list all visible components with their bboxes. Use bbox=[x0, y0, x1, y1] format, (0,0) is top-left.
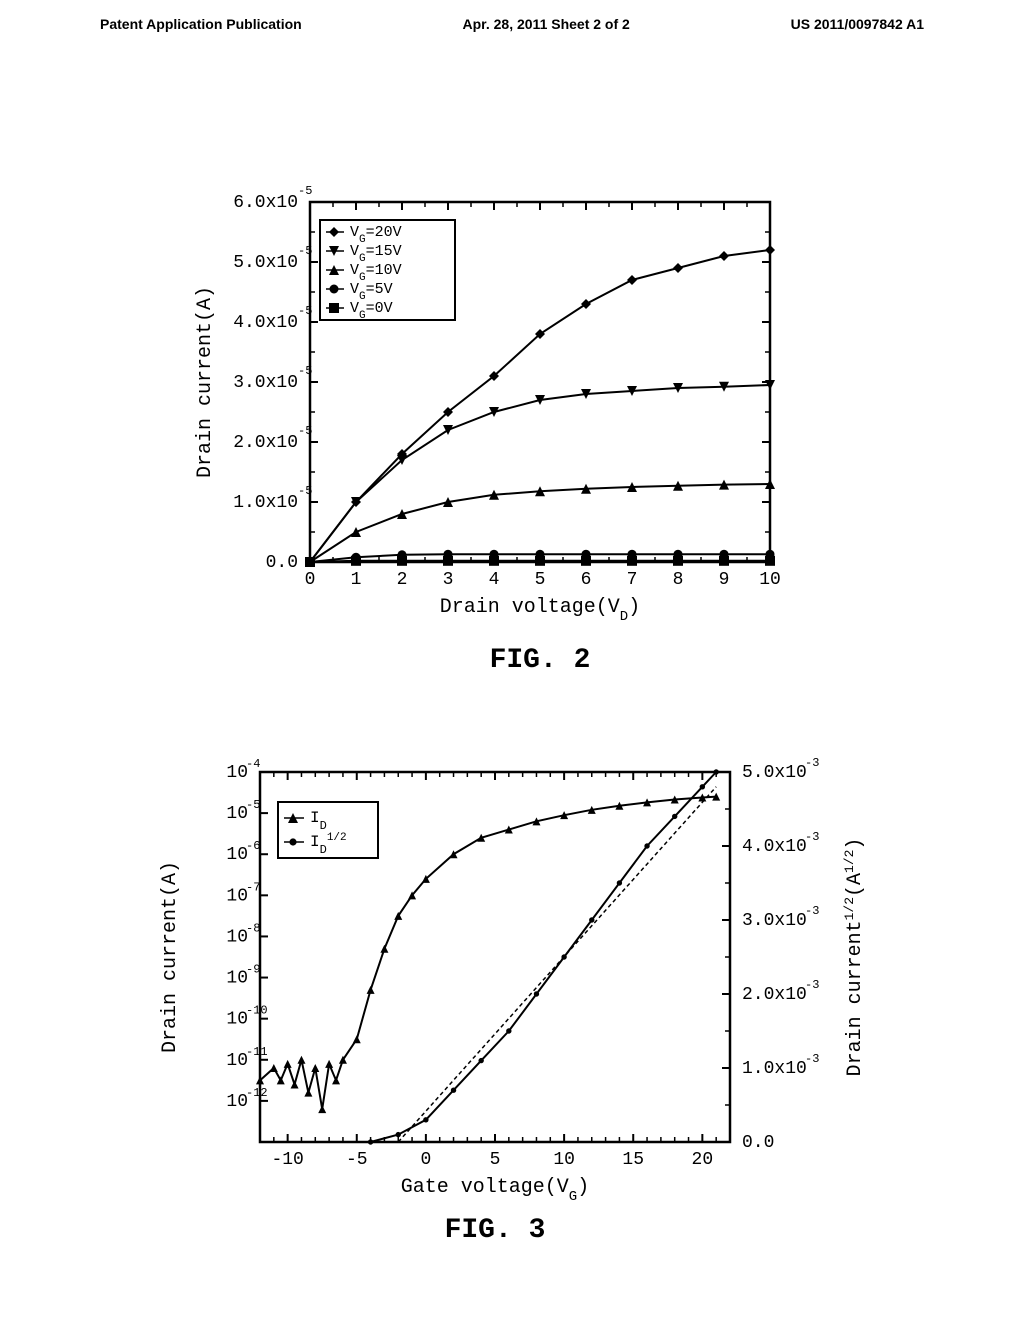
svg-text:5: 5 bbox=[535, 570, 546, 590]
svg-text:8: 8 bbox=[673, 570, 684, 590]
svg-text:20: 20 bbox=[692, 1150, 714, 1170]
svg-text:10: 10 bbox=[553, 1150, 575, 1170]
svg-text:-5: -5 bbox=[298, 484, 312, 498]
svg-text:10: 10 bbox=[226, 804, 248, 824]
svg-text:10: 10 bbox=[226, 1092, 248, 1112]
svg-text:3.0x10: 3.0x10 bbox=[742, 911, 807, 931]
svg-text:9: 9 bbox=[719, 570, 730, 590]
svg-text:-10: -10 bbox=[271, 1150, 303, 1170]
svg-text:3: 3 bbox=[443, 570, 454, 590]
svg-text:5.0x10: 5.0x10 bbox=[233, 253, 298, 273]
svg-text:-5: -5 bbox=[346, 1150, 368, 1170]
svg-text:-3: -3 bbox=[805, 978, 819, 992]
svg-text:FIG. 2: FIG. 2 bbox=[490, 645, 591, 676]
svg-text:10: 10 bbox=[226, 845, 248, 865]
svg-text:-7: -7 bbox=[246, 880, 260, 894]
svg-text:5: 5 bbox=[490, 1150, 501, 1170]
svg-text:0: 0 bbox=[305, 570, 316, 590]
svg-text:-3: -3 bbox=[805, 1052, 819, 1066]
svg-text:1: 1 bbox=[351, 570, 362, 590]
svg-text:1.0x10: 1.0x10 bbox=[233, 493, 298, 513]
svg-text:Gate voltage(VG): Gate voltage(VG) bbox=[401, 1176, 589, 1205]
svg-text:10: 10 bbox=[226, 886, 248, 906]
svg-text:-8: -8 bbox=[246, 921, 260, 935]
svg-text:10: 10 bbox=[226, 927, 248, 947]
page-header: Patent Application Publication Apr. 28, … bbox=[0, 0, 1024, 42]
svg-text:-10: -10 bbox=[246, 1004, 268, 1018]
svg-text:4.0x10: 4.0x10 bbox=[233, 313, 298, 333]
svg-text:3.0x10: 3.0x10 bbox=[233, 373, 298, 393]
svg-text:Drain voltage(VD): Drain voltage(VD) bbox=[440, 596, 640, 625]
svg-text:Drain current(A): Drain current(A) bbox=[159, 861, 182, 1053]
svg-text:-5: -5 bbox=[298, 244, 312, 258]
header-right: US 2011/0097842 A1 bbox=[791, 16, 924, 32]
svg-text:-5: -5 bbox=[298, 424, 312, 438]
svg-text:FIG. 3: FIG. 3 bbox=[445, 1215, 546, 1246]
svg-text:1.0x10: 1.0x10 bbox=[742, 1059, 807, 1079]
svg-text:0.0: 0.0 bbox=[742, 1133, 774, 1153]
svg-text:5.0x10: 5.0x10 bbox=[742, 763, 807, 783]
svg-text:2.0x10: 2.0x10 bbox=[742, 985, 807, 1005]
svg-text:7: 7 bbox=[627, 570, 638, 590]
svg-text:-5: -5 bbox=[246, 798, 260, 812]
svg-text:-6: -6 bbox=[246, 839, 260, 853]
svg-text:0.0: 0.0 bbox=[266, 553, 298, 573]
svg-text:10: 10 bbox=[226, 1051, 248, 1071]
svg-text:-4: -4 bbox=[246, 757, 260, 771]
svg-text:2: 2 bbox=[397, 570, 408, 590]
svg-text:4: 4 bbox=[489, 570, 500, 590]
svg-text:-5: -5 bbox=[298, 304, 312, 318]
svg-text:-11: -11 bbox=[246, 1045, 268, 1059]
svg-text:Drain current(A): Drain current(A) bbox=[194, 286, 217, 478]
header-left: Patent Application Publication bbox=[100, 16, 302, 32]
svg-text:10: 10 bbox=[226, 969, 248, 989]
svg-text:-3: -3 bbox=[805, 830, 819, 844]
svg-text:15: 15 bbox=[622, 1150, 644, 1170]
header-center: Apr. 28, 2011 Sheet 2 of 2 bbox=[463, 16, 630, 32]
svg-text:10: 10 bbox=[759, 570, 781, 590]
svg-text:-12: -12 bbox=[246, 1086, 268, 1100]
svg-text:0: 0 bbox=[420, 1150, 431, 1170]
svg-text:10: 10 bbox=[226, 1010, 248, 1030]
svg-text:4.0x10: 4.0x10 bbox=[742, 837, 807, 857]
svg-text:-3: -3 bbox=[805, 756, 819, 770]
svg-text:6.0x10: 6.0x10 bbox=[233, 193, 298, 213]
svg-text:10: 10 bbox=[226, 763, 248, 783]
svg-text:-5: -5 bbox=[298, 364, 312, 378]
svg-text:-3: -3 bbox=[805, 904, 819, 918]
svg-text:2.0x10: 2.0x10 bbox=[233, 433, 298, 453]
figures-svg: 0123456789100.01.0x10-52.0x10-53.0x10-54… bbox=[0, 42, 1024, 1312]
svg-text:Drain current1/2(A1/2): Drain current1/2(A1/2) bbox=[842, 838, 868, 1077]
svg-text:-9: -9 bbox=[246, 963, 260, 977]
svg-text:6: 6 bbox=[581, 570, 592, 590]
svg-text:-5: -5 bbox=[298, 184, 312, 198]
